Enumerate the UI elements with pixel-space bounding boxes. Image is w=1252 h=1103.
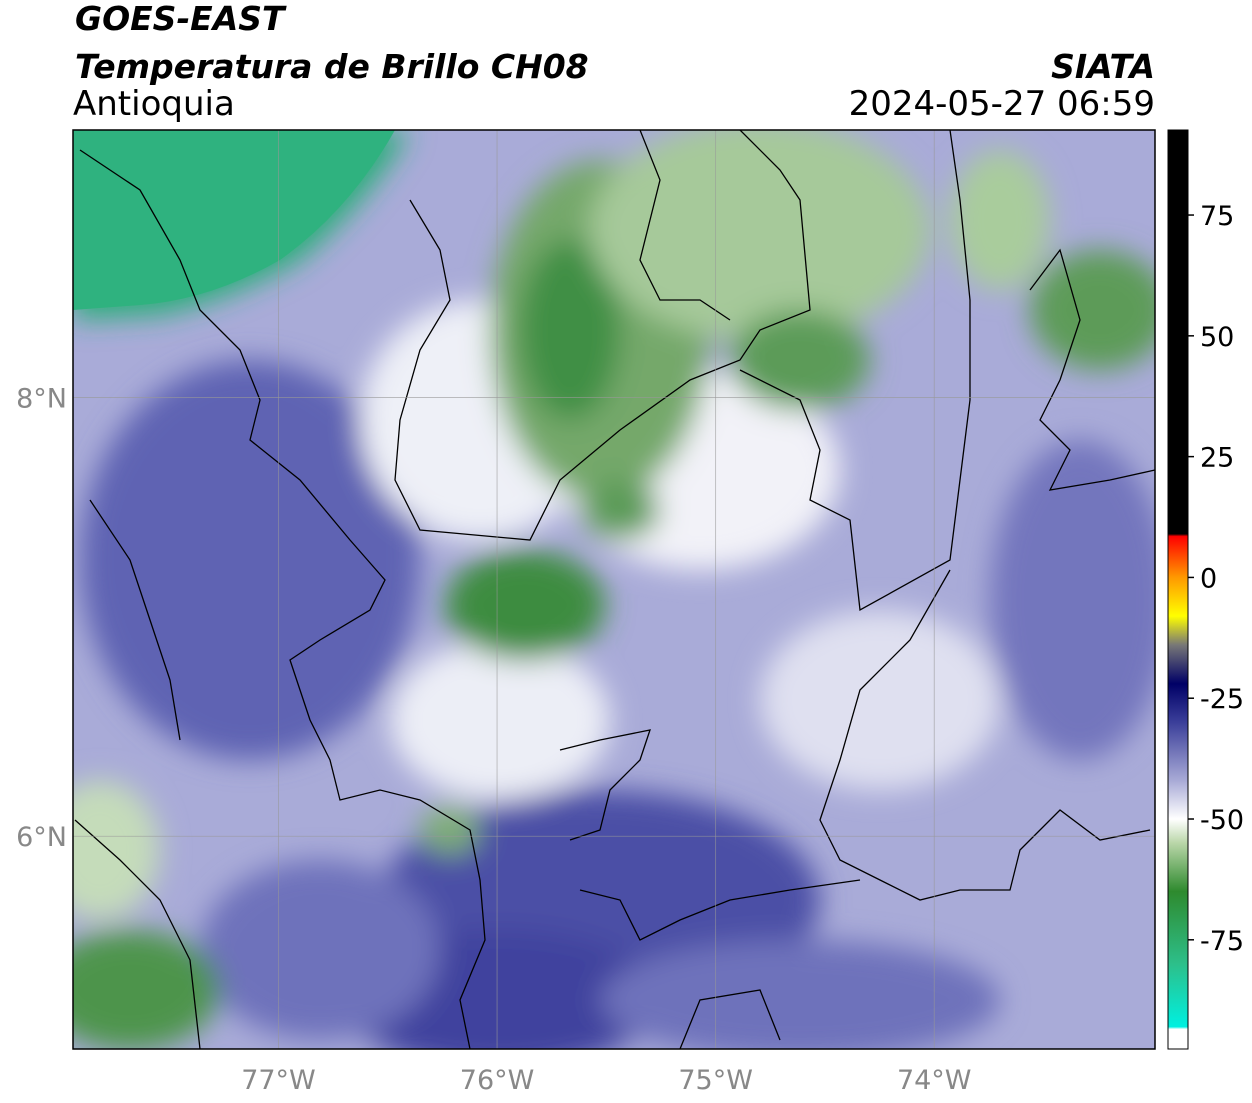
colorbar-tick-label: -25 [1200, 684, 1244, 715]
x-tick-label: 74°W [897, 1065, 972, 1096]
y-tick-label: 8°N [16, 384, 67, 415]
colorbar-tick-label: -75 [1200, 926, 1244, 957]
colorbar-tick-label: 25 [1200, 443, 1234, 474]
agency-label: SIATA [1051, 47, 1155, 86]
region-label: Antioquia [73, 84, 235, 124]
x-tick-label: 77°W [241, 1065, 316, 1096]
x-tick-label: 75°W [678, 1065, 753, 1096]
colorbar-tick-label: -50 [1200, 805, 1244, 836]
product-title: Temperatura de Brillo CH08 [75, 47, 589, 86]
timestamp: 2024-05-27 06:59 [849, 84, 1155, 124]
satellite-image [73, 130, 1155, 1049]
y-tick-label: 6°N [16, 822, 67, 853]
x-tick-label: 76°W [460, 1065, 535, 1096]
colorbar-tick-label: 0 [1200, 563, 1217, 594]
colorbar [1168, 130, 1188, 1049]
colorbar-frame [1167, 129, 1189, 1050]
colorbar-tick-label: 75 [1200, 201, 1234, 232]
map-frame [72, 129, 1156, 1050]
satellite-title: GOES-EAST [75, 0, 287, 38]
colorbar-tick-label: 50 [1200, 322, 1234, 353]
